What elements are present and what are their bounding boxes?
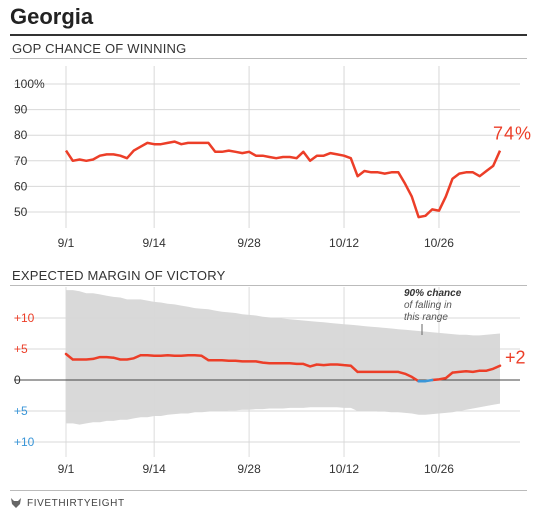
margin-line-dem <box>417 378 434 383</box>
y-tick-label: 80 <box>14 128 28 142</box>
margin-chart: 9/1 9/14 9/28 10/12 10/26 +10 +5 0 +5 +10 +2 90% ch… <box>14 287 526 476</box>
x-tick-label: 10/26 <box>424 462 454 476</box>
x-tick-label: 10/12 <box>329 462 359 476</box>
end-value-label: 74% <box>493 124 532 144</box>
x-tick-label: 10/12 <box>329 236 359 250</box>
x-tick-label: 10/26 <box>424 236 454 250</box>
y-tick-label: +5 <box>14 404 28 418</box>
chart1-rule <box>10 58 527 59</box>
annotation-line2: this range <box>404 312 448 323</box>
chart2-title: EXPECTED MARGIN OF VICTORY <box>12 268 226 283</box>
y-tick-label: +5 <box>14 342 28 356</box>
y-tick-label: +10 <box>14 435 35 449</box>
y-tick-label: 70 <box>14 154 28 168</box>
x-tick-label: 9/1 <box>58 462 75 476</box>
chart2-rule <box>10 285 527 286</box>
margin-line-gop <box>64 352 502 383</box>
y-tick-label: 50 <box>14 205 28 219</box>
confidence-band <box>66 290 500 425</box>
footer-rule <box>10 490 527 491</box>
chart1-title: GOP CHANCE OF WINNING <box>12 41 187 56</box>
annotation-title: 90% chance <box>404 288 462 299</box>
y-tick-label: 0 <box>14 373 21 387</box>
x-tick-label: 9/14 <box>142 462 166 476</box>
end-value-label: +2 <box>505 348 526 368</box>
y-tick-label: 100% <box>14 77 45 91</box>
annotation-line1: of falling in <box>404 300 452 311</box>
x-tick-label: 9/28 <box>237 236 261 250</box>
y-tick-label: +10 <box>14 311 35 325</box>
footer: FIVETHIRTYEIGHT <box>10 497 125 509</box>
x-tick-label: 9/28 <box>237 462 261 476</box>
gop-chance-line <box>64 140 502 219</box>
x-tick-label: 9/1 <box>58 236 75 250</box>
y-tick-label: 60 <box>14 179 28 193</box>
gop-chance-chart: 9/1 9/14 9/28 10/12 10/26 100% 90 80 70 60 50 74% <box>14 66 532 250</box>
page-title: Georgia <box>10 4 94 29</box>
fox-icon <box>11 498 21 508</box>
y-tick-label: 90 <box>14 103 28 117</box>
x-tick-label: 9/14 <box>142 236 166 250</box>
title-rule <box>10 34 527 36</box>
footer-brand: FIVETHIRTYEIGHT <box>27 497 125 509</box>
